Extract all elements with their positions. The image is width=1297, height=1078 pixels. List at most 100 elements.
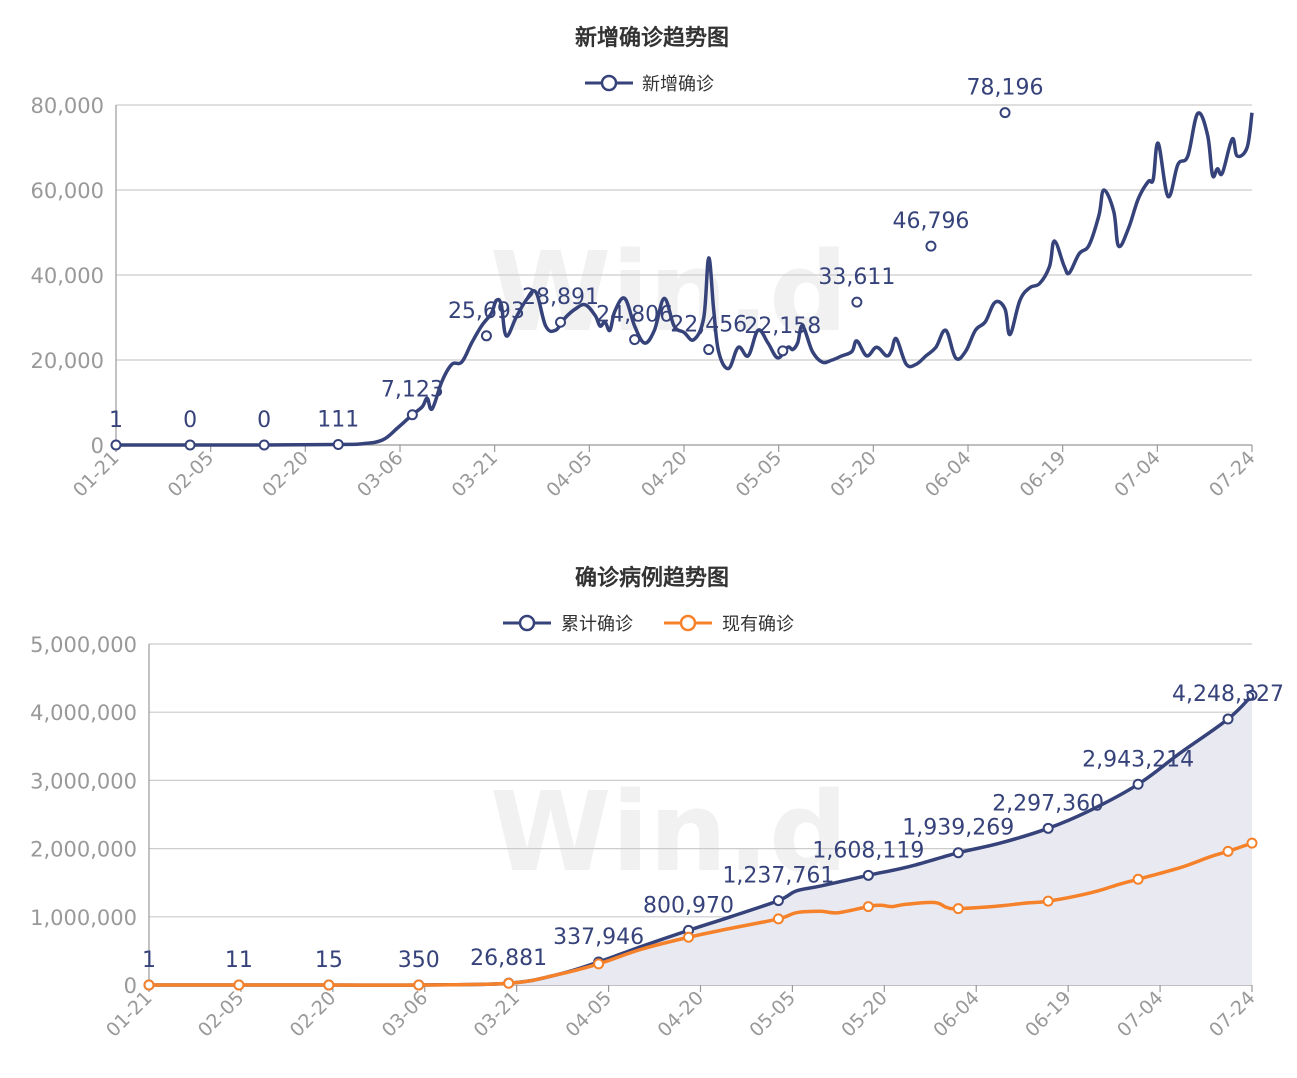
data-label: 2,943,214 <box>1082 747 1194 772</box>
y-tick-label: 0 <box>91 434 104 458</box>
data-label: 1 <box>142 948 156 973</box>
data-label: 25,693 <box>448 299 525 324</box>
data-point[interactable] <box>703 344 715 356</box>
data-point[interactable] <box>332 439 344 451</box>
data-point[interactable] <box>1132 778 1144 790</box>
data-point[interactable] <box>1042 822 1054 834</box>
data-point[interactable] <box>413 979 425 991</box>
x-tick-label: 05-05 <box>732 447 787 502</box>
data-point[interactable] <box>1042 895 1054 907</box>
x-tick-label: 07-04 <box>1110 447 1165 502</box>
legend-marker-icon <box>679 614 697 632</box>
data-point[interactable] <box>323 979 335 991</box>
data-point[interactable] <box>233 979 245 991</box>
data-label: 11 <box>225 948 253 973</box>
data-point[interactable] <box>777 345 789 357</box>
x-tick-label: 02-05 <box>164 447 219 502</box>
data-point[interactable] <box>184 439 196 451</box>
y-tick-label: 40,000 <box>31 264 104 288</box>
legend-label: 累计确诊 <box>561 614 633 635</box>
data-point[interactable] <box>593 958 605 970</box>
data-label: 2,297,360 <box>992 791 1104 816</box>
new-cases-chart: 新增确诊趋势图 新增确诊 Win.d 0 20,000 40,000 60,000 80… <box>31 25 1260 502</box>
data-label: 0 <box>183 408 197 433</box>
y-tick-label: 3,000,000 <box>30 769 137 793</box>
x-tick-label: 03-21 <box>448 447 503 502</box>
x-tick-label: 06-19 <box>1021 987 1076 1042</box>
chart-title: 新增确诊趋势图 <box>575 25 729 51</box>
watermark: Win.d <box>490 768 848 896</box>
data-point[interactable] <box>480 330 492 342</box>
data-point[interactable] <box>952 903 964 915</box>
y-tick-label: 4,000,000 <box>30 701 137 725</box>
data-point[interactable] <box>862 869 874 881</box>
data-point[interactable] <box>1222 713 1234 725</box>
y-tick-label: 0 <box>124 974 137 998</box>
data-point[interactable] <box>1132 873 1144 885</box>
data-label: 33,611 <box>818 265 895 290</box>
series-line-2 <box>149 841 1253 987</box>
chart-title: 确诊病例趋势图 <box>575 565 729 591</box>
data-point[interactable] <box>258 439 270 451</box>
data-label: 350 <box>398 948 440 973</box>
x-tick-label: 02-05 <box>194 987 249 1042</box>
x-tick-label: 02-20 <box>286 987 341 1042</box>
legend-label: 新增确诊 <box>642 74 714 95</box>
x-tick-label: 05-20 <box>826 447 881 502</box>
y-tick-label: 20,000 <box>31 349 104 373</box>
data-label: 22,456 <box>670 313 747 338</box>
data-label: 1,939,269 <box>902 816 1014 841</box>
y-tick-label: 5,000,000 <box>30 633 137 657</box>
data-point[interactable] <box>406 409 418 421</box>
data-label: 22,158 <box>744 314 821 339</box>
x-tick-label: 06-19 <box>1016 447 1071 502</box>
data-point[interactable] <box>110 439 122 451</box>
data-point[interactable] <box>862 901 874 913</box>
legend-marker-icon <box>518 614 536 632</box>
series-line-1 <box>116 111 1254 447</box>
legend-label: 现有确诊 <box>722 614 794 635</box>
data-point[interactable] <box>503 977 515 989</box>
data-point[interactable] <box>772 913 784 925</box>
data-point[interactable] <box>1222 845 1234 857</box>
data-point[interactable] <box>555 316 567 328</box>
legend-marker-icon <box>600 74 618 92</box>
data-label: 15 <box>315 948 343 973</box>
data-point[interactable] <box>999 107 1011 119</box>
data-label: 800,970 <box>643 893 734 918</box>
x-tick-label: 04-05 <box>542 447 597 502</box>
data-point[interactable] <box>1246 689 1258 701</box>
data-point[interactable] <box>1246 837 1258 849</box>
data-point[interactable] <box>851 296 863 308</box>
data-label: 1 <box>109 408 123 433</box>
data-label: 26,881 <box>470 946 547 971</box>
x-tick-label: 05-05 <box>745 987 800 1042</box>
x-tick-label: 06-04 <box>929 987 984 1042</box>
data-label: 337,946 <box>553 925 644 950</box>
data-label: 28,891 <box>522 285 599 310</box>
legend-cumulative[interactable]: 累计确诊 <box>503 614 633 635</box>
data-label: 1,608,119 <box>812 838 924 863</box>
watermark: Win.d <box>490 228 848 356</box>
x-tick-label: 02-20 <box>258 447 313 502</box>
data-label: 46,796 <box>892 209 969 234</box>
x-tick-label: 07-04 <box>1113 987 1168 1042</box>
x-tick-label: 03-06 <box>378 987 433 1042</box>
y-tick-label: 80,000 <box>31 94 104 118</box>
data-point[interactable] <box>143 979 155 991</box>
x-tick-label: 04-20 <box>637 447 692 502</box>
data-label: 24,806 <box>596 303 673 328</box>
data-point[interactable] <box>952 847 964 859</box>
legend-current[interactable]: 现有确诊 <box>664 614 794 635</box>
data-point[interactable] <box>925 240 937 252</box>
legend[interactable]: 新增确诊 <box>585 74 714 95</box>
data-point[interactable] <box>629 334 641 346</box>
x-tick-label: 03-21 <box>470 987 525 1042</box>
y-tick-label: 60,000 <box>31 179 104 203</box>
data-label: 111 <box>317 408 359 433</box>
data-point[interactable] <box>683 931 695 943</box>
data-label: 0 <box>257 408 271 433</box>
x-tick-label: 03-06 <box>353 447 408 502</box>
data-point[interactable] <box>772 895 784 907</box>
series-area <box>149 695 1252 986</box>
